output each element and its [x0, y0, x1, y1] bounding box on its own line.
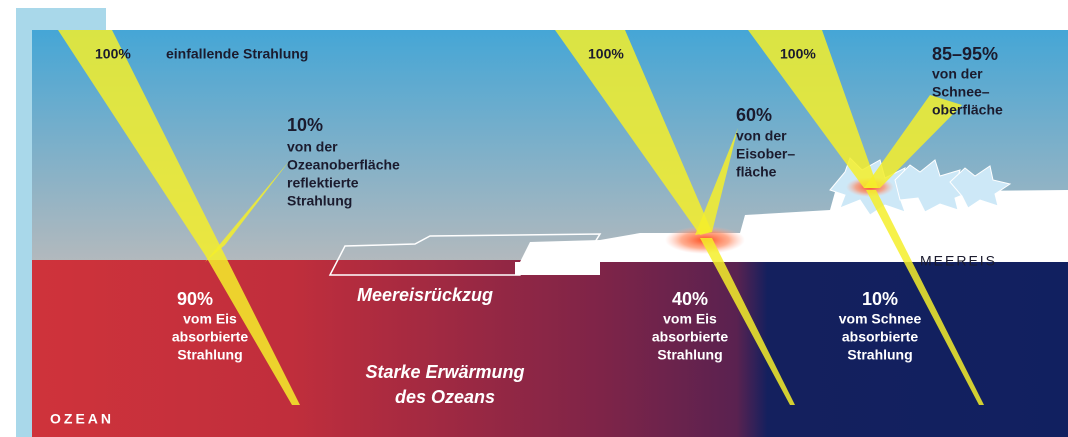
label: fläche [736, 164, 777, 180]
infographic: 100% einfallende Strahlung 10% von der O… [0, 0, 1068, 437]
label: von der [932, 66, 983, 82]
label: vom Schnee [839, 311, 922, 327]
percent: 90% [177, 289, 213, 309]
label: Meereisrückzug [357, 285, 493, 305]
percent: 60% [736, 105, 772, 125]
label: Schnee– [932, 84, 990, 100]
label: reflektierte [287, 175, 359, 191]
percent: 100% [780, 46, 816, 62]
label: Strahlung [657, 347, 722, 363]
sea-ice-edge [515, 262, 600, 275]
label: Ozeanoberfläche [287, 157, 400, 173]
label: Starke Erwärmung [365, 362, 524, 382]
label: Strahlung [177, 347, 242, 363]
label: oberfläche [932, 102, 1003, 118]
label: absorbierte [842, 329, 918, 345]
label: Strahlung [287, 193, 352, 209]
label: einfallende Strahlung [166, 46, 308, 62]
percent: 85–95% [932, 44, 998, 64]
label: absorbierte [652, 329, 728, 345]
label: des Ozeans [395, 387, 495, 407]
label: Eisober– [736, 146, 795, 162]
label: vom Eis [183, 311, 237, 327]
label: absorbierte [172, 329, 248, 345]
percent: 100% [588, 46, 624, 62]
label: von der [287, 139, 338, 155]
label: von der [736, 128, 787, 144]
percent: 10% [862, 289, 898, 309]
percent: 10% [287, 115, 323, 135]
percent: 40% [672, 289, 708, 309]
label: Strahlung [847, 347, 912, 363]
label: vom Eis [663, 311, 717, 327]
frame-left [16, 8, 32, 437]
label: MEEREIS [920, 253, 997, 269]
label: OZEAN [50, 411, 114, 427]
percent: 100% [95, 46, 131, 62]
